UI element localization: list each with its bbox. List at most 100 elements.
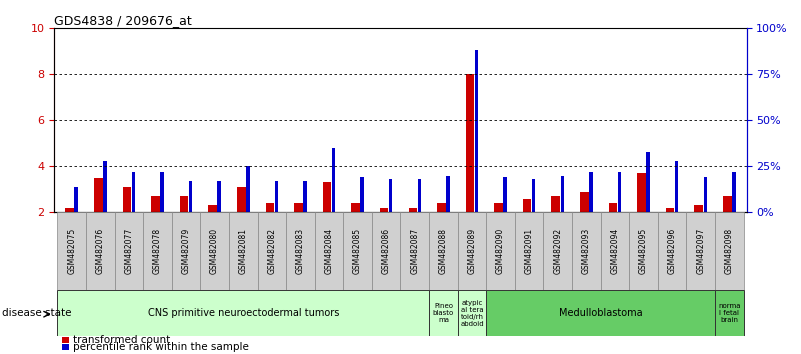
Text: Medulloblastoma: Medulloblastoma [559,308,642,318]
Bar [246,166,249,212]
Bar [208,205,217,212]
Bar [675,161,678,212]
Bar [360,177,364,212]
Text: GDS4838 / 209676_at: GDS4838 / 209676_at [54,14,192,27]
Bar [609,203,618,212]
Bar [74,187,78,212]
Bar [58,290,429,336]
Text: norma
l fetal
brain: norma l fetal brain [718,303,741,323]
Bar [409,208,417,212]
Bar [715,290,743,336]
Bar [590,172,593,212]
Bar [380,208,388,212]
Text: GSM482077: GSM482077 [124,228,133,274]
Text: CNS primitive neuroectodermal tumors: CNS primitive neuroectodermal tumors [147,308,339,318]
Bar [457,290,486,336]
Bar [646,152,650,212]
Bar [294,203,303,212]
Text: GSM482085: GSM482085 [353,228,362,274]
Text: GSM482075: GSM482075 [67,228,76,274]
Bar [486,212,515,290]
Text: disease state: disease state [2,308,71,318]
Bar [601,212,630,290]
Bar [465,74,474,212]
Bar [237,187,245,212]
Text: GSM482083: GSM482083 [296,228,305,274]
Bar [523,199,532,212]
Bar [275,181,278,212]
Bar [552,196,560,212]
Text: GSM482079: GSM482079 [182,228,191,274]
Text: GSM482082: GSM482082 [268,228,276,274]
Bar [561,176,564,212]
Bar [515,212,544,290]
Bar [131,172,135,212]
Bar [400,212,429,290]
Text: GSM482094: GSM482094 [610,228,619,274]
Text: GSM482098: GSM482098 [725,228,734,274]
Bar [58,212,86,290]
Bar [638,173,646,212]
Text: GSM482081: GSM482081 [239,228,248,274]
Bar [504,177,507,212]
Bar [123,187,131,212]
Text: GSM482093: GSM482093 [582,228,591,274]
Bar [618,172,622,212]
Bar [494,203,503,212]
Bar [286,212,315,290]
Text: GSM482089: GSM482089 [468,228,477,274]
Text: GSM482095: GSM482095 [639,228,648,274]
Bar [94,178,103,212]
Bar [486,290,715,336]
Text: percentile rank within the sample: percentile rank within the sample [73,342,249,352]
Bar [103,161,107,212]
Text: transformed count: transformed count [73,335,170,345]
Bar [218,181,221,212]
Bar [429,290,457,336]
Text: GSM482080: GSM482080 [210,228,219,274]
Bar [332,148,336,212]
Bar [265,203,274,212]
Bar [475,50,478,212]
Bar [66,208,74,212]
Bar [344,212,372,290]
Text: GSM482092: GSM482092 [553,228,562,274]
Bar [417,179,421,212]
Bar [304,181,307,212]
Text: GSM482090: GSM482090 [496,228,505,274]
Bar [572,212,601,290]
Bar [86,212,115,290]
Bar [189,181,192,212]
Bar [437,203,445,212]
Text: GSM482091: GSM482091 [525,228,533,274]
Bar [372,212,400,290]
Text: GSM482076: GSM482076 [96,228,105,274]
Bar [703,177,707,212]
Bar [666,208,674,212]
Text: GSM482087: GSM482087 [410,228,419,274]
Bar [115,212,143,290]
Text: GSM482096: GSM482096 [668,228,677,274]
Bar [171,212,200,290]
Bar [389,179,392,212]
Bar [323,183,332,212]
Text: GSM482086: GSM482086 [382,228,391,274]
Bar [257,212,286,290]
Bar [658,212,686,290]
Text: atypic
al tera
toid/rh
abdoid: atypic al tera toid/rh abdoid [461,300,484,327]
Bar [229,212,257,290]
Bar [429,212,457,290]
Bar [457,212,486,290]
Text: GSM482078: GSM482078 [153,228,162,274]
Text: GSM482088: GSM482088 [439,228,448,274]
Bar [686,212,715,290]
Bar [715,212,743,290]
Bar [580,192,589,212]
Bar [732,172,735,212]
Bar [446,176,449,212]
Bar [694,205,703,212]
Text: GSM482097: GSM482097 [696,228,705,274]
Bar [151,196,159,212]
Text: Pineo
blasto
ma: Pineo blasto ma [433,303,454,323]
Bar [544,212,572,290]
